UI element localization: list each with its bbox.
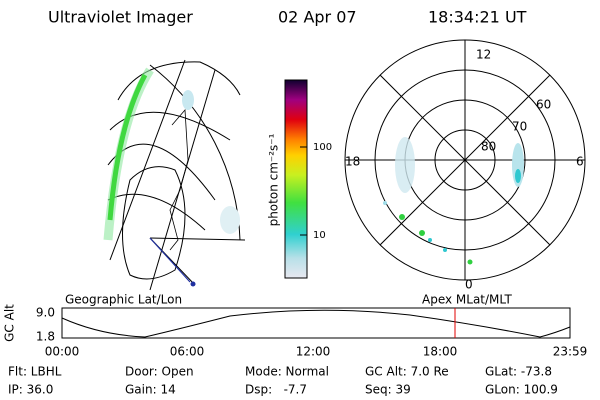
geo-label: Geographic Lat/Lon bbox=[65, 293, 182, 307]
polar-label: Apex MLat/MLT bbox=[422, 293, 512, 307]
colorbar-label: photon cm⁻²s⁻¹ bbox=[267, 133, 281, 226]
time-tick-label: 00:00 bbox=[45, 345, 80, 359]
altitude-panel bbox=[61, 307, 571, 339]
colorbar-tick-label: 100 bbox=[313, 142, 332, 153]
date: 02 Apr 07 bbox=[278, 8, 357, 27]
colorbar bbox=[284, 79, 308, 279]
info-field: Mode: Normal bbox=[245, 365, 329, 379]
altitude-tick-label: 1.8 bbox=[36, 330, 55, 344]
altitude-axis-label: GC Alt bbox=[3, 304, 17, 342]
time-tick-label: 12:00 bbox=[296, 345, 331, 359]
mlt-label: 0 bbox=[465, 278, 473, 292]
info-panel: Flt: LBHL Door: Open Mode: Normal GC Alt: 7… bbox=[8, 365, 558, 397]
mlat-label: 60 bbox=[536, 98, 551, 112]
info-field: GC Alt: 7.0 Re bbox=[365, 365, 449, 379]
polar-plot bbox=[344, 39, 586, 281]
info-field: IP: 36.0 bbox=[8, 383, 53, 397]
mlt-label: 12 bbox=[476, 48, 491, 62]
info-field: Dsp: -7.7 bbox=[245, 383, 307, 397]
mlt-label: 6 bbox=[576, 155, 584, 169]
mlat-label: 80 bbox=[481, 140, 496, 154]
info-field: Gain: 14 bbox=[125, 383, 176, 397]
info-field: Flt: LBHL bbox=[8, 365, 62, 379]
altitude-curve bbox=[61, 309, 571, 338]
mlat-label: 70 bbox=[512, 120, 527, 134]
time-tick-label: 06:00 bbox=[170, 345, 205, 359]
time-tick-label: 18:00 bbox=[423, 345, 458, 359]
time: 18:34:21 UT bbox=[428, 8, 527, 27]
info-field: GLat: -73.8 bbox=[485, 365, 552, 379]
title: Ultraviolet Imager bbox=[48, 8, 193, 27]
mlt-label: 18 bbox=[345, 155, 360, 169]
info-field: GLon: 100.9 bbox=[485, 383, 558, 397]
geo-map bbox=[103, 59, 246, 291]
time-tick-label: 23:59 bbox=[553, 345, 588, 359]
colorbar-tick-label: 10 bbox=[313, 230, 326, 241]
altitude-tick-label: 9.0 bbox=[36, 306, 55, 320]
info-field: Door: Open bbox=[125, 365, 194, 379]
info-field: Seq: 39 bbox=[365, 383, 411, 397]
